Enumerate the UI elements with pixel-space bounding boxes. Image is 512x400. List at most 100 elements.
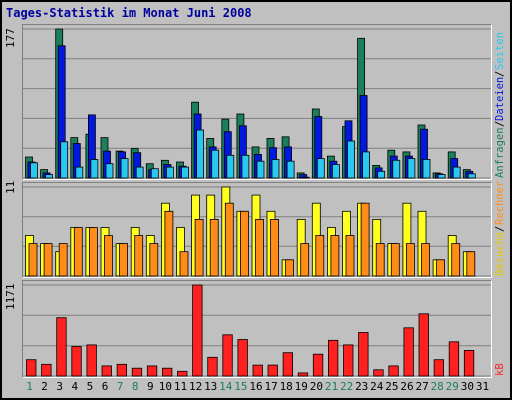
x-tick-label-17: 17 [264, 380, 278, 393]
x-tick-label-3: 3 [56, 380, 63, 393]
x-tick-label-8: 8 [131, 380, 139, 393]
top-panel-plot [23, 28, 491, 179]
rechner-bar-day-18 [285, 259, 295, 277]
x-tick-label-25: 25 [385, 380, 399, 393]
x-tick-label-1: 1 [26, 380, 33, 393]
seiten-bar-day-21 [331, 164, 340, 179]
rechner-bar-day-5 [89, 227, 98, 277]
x-tick-label-10: 10 [158, 380, 173, 393]
rechner-bar-day-24 [375, 243, 385, 277]
x-tick-label-15: 15 [234, 380, 248, 393]
kb-bar-day-7 [116, 363, 127, 377]
middle-panel-plot [23, 186, 491, 277]
seiten-bar-day-25 [392, 159, 401, 179]
seiten-bar-day-9 [150, 168, 159, 179]
x-tick-label-30: 30 [460, 380, 475, 393]
kb-bar-day-5 [86, 344, 97, 377]
seiten-bar-day-4 [75, 166, 84, 179]
kb-bar-day-23 [358, 332, 369, 377]
rechner-bar-day-29 [451, 243, 461, 277]
seiten-bar-day-10 [165, 166, 174, 179]
seiten-bar-day-15 [241, 154, 250, 179]
kb-bar-day-8 [131, 367, 143, 377]
kb-bar-day-25 [388, 365, 399, 377]
rechner-bar-day-14 [224, 202, 234, 277]
kb-bar-day-6 [101, 365, 112, 377]
legend-anfragen: Anfragen [494, 127, 506, 178]
legend-separator: / [494, 70, 506, 77]
rechner-bar-day-16 [255, 219, 264, 277]
bottom-panel [22, 280, 492, 378]
bottom-panel-y-max: 1171 [4, 283, 17, 311]
kb-bar-day-15 [237, 339, 248, 377]
kb-bar-day-10 [161, 367, 173, 377]
kb-bar-day-29 [448, 341, 460, 377]
x-tick-label-16: 16 [249, 380, 263, 393]
legend-kb: kB [494, 363, 506, 376]
x-tick-label-20: 20 [309, 380, 324, 393]
x-tick-label-24: 24 [370, 380, 384, 393]
rechner-bar-day-22 [345, 235, 355, 277]
rechner-bar-day-30 [466, 251, 476, 277]
rechner-bar-day-2 [43, 243, 53, 277]
top-panel-legend: Anfragen / Dateien / Seiten [492, 24, 508, 178]
kb-bar-day-9 [146, 365, 158, 377]
kb-bar-day-24 [373, 369, 384, 377]
legend-separator: / [494, 121, 506, 128]
legend-separator: / [494, 225, 506, 232]
seiten-bar-day-26 [407, 158, 416, 179]
seiten-bar-day-19 [301, 176, 310, 179]
seiten-bar-day-23 [362, 151, 371, 179]
legend-besuche: Besuche [494, 231, 506, 276]
seiten-bar-day-2 [45, 174, 54, 179]
rechner-bar-day-11 [179, 251, 189, 277]
rechner-bar-day-1 [28, 243, 38, 277]
rechner-bar-day-17 [270, 219, 279, 277]
x-tick-label-18: 18 [279, 380, 293, 393]
chart-title: Tages-Statistik im Monat Juni 2008 [6, 6, 252, 20]
seiten-bar-day-29 [452, 166, 461, 179]
seiten-bar-day-3 [60, 141, 69, 179]
seiten-bar-day-30 [467, 173, 476, 179]
x-tick-label-4: 4 [71, 380, 79, 393]
kb-bar-day-20 [312, 353, 324, 377]
top-panel [22, 24, 492, 180]
kb-bar-day-13 [207, 356, 218, 377]
seiten-bar-day-20 [316, 158, 325, 179]
kb-bar-day-17 [267, 364, 278, 377]
kb-bar-day-1 [26, 359, 37, 377]
bottom-panel-legend: kB [492, 280, 508, 376]
rechner-bar-day-8 [134, 235, 144, 277]
x-tick-label-28: 28 [430, 380, 444, 393]
kb-bar-day-19 [297, 372, 309, 377]
rechner-bar-day-27 [421, 243, 430, 277]
x-tick-label-11: 11 [173, 380, 188, 393]
rechner-bar-day-9 [149, 243, 159, 277]
kb-bar-day-28 [433, 359, 445, 377]
x-tick-label-9: 9 [146, 380, 154, 393]
rechner-bar-day-13 [209, 219, 219, 277]
seiten-bar-day-24 [377, 170, 386, 179]
seiten-bar-day-28 [437, 174, 446, 179]
rechner-bar-day-4 [73, 227, 83, 277]
x-tick-label-14: 14 [219, 380, 233, 393]
kb-bar-day-3 [56, 317, 67, 377]
seiten-bar-day-14 [226, 154, 235, 179]
legend-seiten: Seiten [494, 32, 506, 71]
x-tick-label-6: 6 [101, 380, 109, 393]
x-tick-label-23: 23 [355, 380, 369, 393]
seiten-bar-day-5 [90, 159, 99, 179]
seiten-bar-day-12 [196, 129, 205, 179]
rechner-bar-day-12 [194, 219, 204, 277]
top-panel-y-max: 177 [4, 28, 17, 48]
kb-bar-day-21 [327, 339, 339, 377]
rechner-bar-day-7 [119, 243, 128, 277]
rechner-bar-day-19 [300, 243, 310, 277]
rechner-bar-day-28 [436, 259, 446, 277]
legend-rechner: Rechner [494, 181, 506, 226]
x-tick-label-2: 2 [41, 380, 48, 393]
rechner-bar-day-25 [390, 243, 400, 277]
x-tick-label-7: 7 [116, 380, 124, 393]
kb-bar-day-30 [463, 350, 475, 377]
rechner-bar-day-10 [164, 210, 174, 277]
